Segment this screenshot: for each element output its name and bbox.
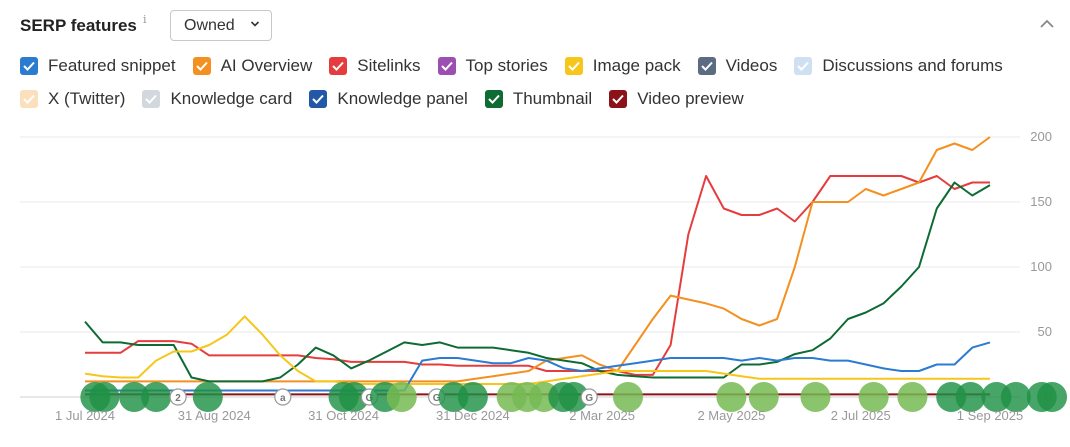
serp-event-bubble[interactable] [955,382,986,412]
x-tick-label: 31 Dec 2024 [436,408,510,423]
dropdown-value: Owned [184,17,235,34]
checkbox-icon[interactable] [20,57,38,75]
x-tick-label: 2 Mar 2025 [569,408,635,423]
legend-item-knowledge-panel[interactable]: Knowledge panel [309,89,468,109]
serp-event-bubble[interactable] [119,382,150,412]
section-title: SERP features [20,16,137,35]
y-tick-label: 50 [1038,324,1052,339]
legend-label: Video preview [637,89,744,108]
legend-label: Knowledge card [170,89,293,108]
checkbox-icon[interactable] [20,90,38,108]
annotation-marker[interactable] [580,388,598,406]
info-icon[interactable]: i [143,13,147,26]
legend-item-featured-snippet[interactable]: Featured snippet [20,56,176,76]
serp-event-bubble[interactable] [141,382,172,412]
serp-event-bubble[interactable] [457,382,488,412]
annotation-marker-label: a [280,393,286,404]
checkbox-icon[interactable] [142,90,161,108]
serp-event-bubble[interactable] [89,382,120,412]
legend-label: Knowledge panel [337,89,468,108]
checkbox-icon[interactable] [329,57,348,75]
series-line-ai-overview [85,136,991,383]
serp-event-bubble[interactable] [1000,382,1031,412]
x-tick-label: 1 Sep 2025 [957,408,1024,423]
serp-event-bubble[interactable] [716,382,747,412]
annotation-marker-label: 2 [175,393,181,404]
legend-row: Featured snippet AI Overview Sitelinks Top … [20,56,1060,89]
legend-label: Top stories [465,56,548,75]
series-line-featured-snippet [85,341,991,392]
series-line-image-pack [84,315,990,385]
checkbox-icon[interactable] [794,57,813,75]
legend-item-discussions-and-forums[interactable]: Discussions and forums [794,56,1003,76]
legend-label: X (Twitter) [48,89,126,108]
legend-label: Image pack [592,56,681,75]
chart-legend: Featured snippet AI Overview Sitelinks Top … [20,56,1060,122]
legend-item-knowledge-card[interactable]: Knowledge card [142,89,292,109]
annotation-marker-label: G [366,393,374,404]
y-tick-label: 100 [1030,259,1052,274]
legend-item-thumbnail[interactable]: Thumbnail [484,89,593,109]
legend-item-video-preview[interactable]: Video preview [609,89,744,109]
checkbox-icon[interactable] [437,57,456,75]
legend-label: Discussions and forums [822,56,1003,75]
x-tick-label: 2 Jul 2025 [831,408,891,423]
x-tick-label: 2 May 2025 [697,408,765,423]
legend-label: Sitelinks [357,56,421,75]
y-tick-label: 200 [1030,129,1052,144]
checkbox-icon[interactable] [564,57,583,75]
checkbox-icon[interactable] [609,90,628,108]
checkbox-icon[interactable] [697,57,716,75]
y-tick-label: 150 [1030,194,1052,209]
chevron-up-icon[interactable] [1039,16,1055,32]
legend-label: Featured snippet [48,56,176,75]
annotation-marker-label: G [433,393,441,404]
series-line-sitelinks [85,175,990,376]
annotation-marker[interactable] [169,388,187,406]
legend-item-sitelinks[interactable]: Sitelinks [329,56,421,76]
checkbox-icon[interactable] [309,90,328,108]
checkbox-icon[interactable] [484,90,503,108]
serp-event-bubble[interactable] [558,382,589,412]
serp-event-bubble[interactable] [858,382,889,412]
legend-label: Videos [725,56,778,75]
chevron-down-icon [250,21,260,27]
checkbox-icon[interactable] [192,57,211,75]
legend-label: Thumbnail [512,89,593,108]
series-line-thumbnail [84,181,991,383]
legend-item-top-stories[interactable]: Top stories [437,56,548,76]
legend-label: AI Overview [220,56,313,75]
serp-event-bubble[interactable] [613,382,643,412]
legend-item-videos[interactable]: Videos [697,56,778,76]
serp-features-header: SERP features i Owned [20,10,1055,42]
annotation-marker-label: G [585,393,593,404]
x-tick-label: 31 Aug 2024 [178,408,251,423]
legend-item-ai-overview[interactable]: AI Overview [192,56,313,76]
serp-event-bubble[interactable] [800,382,831,412]
annotation-marker[interactable] [274,388,292,406]
serp-event-bubble[interactable] [338,382,369,412]
serp-event-bubble[interactable] [192,382,223,412]
serp-event-bubble[interactable] [386,382,417,412]
serp-event-bubble[interactable] [748,382,779,412]
serp-event-bubble[interactable] [1037,382,1068,412]
owned-dropdown[interactable]: Owned [170,10,272,41]
legend-item-x-twitter[interactable]: X (Twitter) [20,89,125,109]
legend-row: X (Twitter) Knowledge card Knowledge panel… [20,89,1060,122]
legend-item-image-pack[interactable]: Image pack [564,56,681,76]
x-tick-label: 1 Jul 2024 [55,408,115,423]
x-tick-label: 31 Oct 2024 [308,408,379,423]
serp-event-bubble[interactable] [897,382,928,412]
